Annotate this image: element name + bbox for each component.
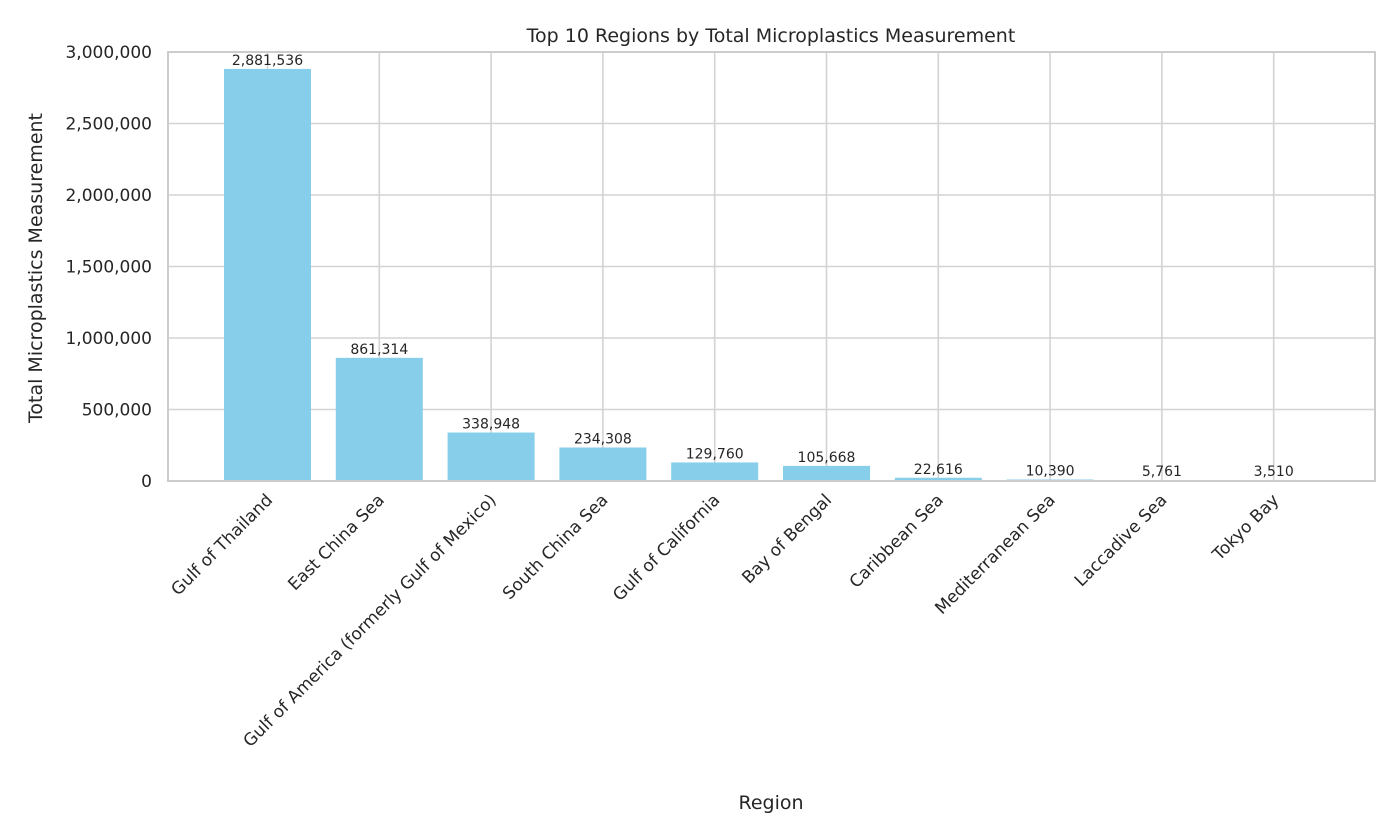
bar <box>224 68 311 481</box>
bar <box>894 477 982 481</box>
y-tick-label: 2,000,000 <box>65 186 152 206</box>
chart-title: Top 10 Regions by Total Microplastics Me… <box>526 25 1016 47</box>
bar <box>671 462 759 481</box>
data-label: 22,616 <box>914 462 963 478</box>
grid-lines <box>168 51 1375 482</box>
x-tick-label: Caribbean Sea <box>846 490 948 592</box>
plot-frame <box>167 51 1376 482</box>
x-tick-label: South China Sea <box>499 490 612 603</box>
data-label: 861,314 <box>350 342 408 358</box>
y-tick-label: 2,500,000 <box>65 115 152 135</box>
x-tick-label: Gulf of California <box>609 490 724 605</box>
bar <box>559 447 647 481</box>
data-label: 5,761 <box>1142 464 1182 480</box>
y-tick-label: 1,500,000 <box>65 258 152 278</box>
data-label: 10,390 <box>1026 464 1075 480</box>
bar <box>783 465 870 481</box>
x-tick-label: Gulf of America (formerly Gulf of Mexico… <box>240 490 501 751</box>
x-tick-label: East China Sea <box>284 490 388 594</box>
data-label: 105,668 <box>798 450 856 466</box>
y-tick-label: 0 <box>141 472 152 492</box>
x-tick-label: Bay of Bengal <box>738 490 836 588</box>
data-label: 2,881,536 <box>232 53 303 69</box>
y-tick-label: 500,000 <box>82 401 152 421</box>
data-label: 129,760 <box>686 446 744 462</box>
y-axis-label: Total Microplastics Measurement <box>25 113 47 424</box>
x-tick-label: Mediterranean Sea <box>931 490 1059 618</box>
bars <box>224 68 1318 481</box>
data-label: 3,510 <box>1254 464 1294 480</box>
data-labels: 2,881,536 861,314 338,948 234,308 129,760 105… <box>232 53 1294 480</box>
x-tick-label: Gulf of Thailand <box>168 490 278 600</box>
bar <box>335 357 423 481</box>
data-label: 338,948 <box>462 417 520 433</box>
y-tick-label: 3,000,000 <box>65 43 152 63</box>
x-axis-label: Region <box>738 792 803 814</box>
y-tick-labels: 0 500,000 1,000,000 1,500,000 2,000,000 2,500… <box>65 43 152 492</box>
x-tick-label: Tokyo Bay <box>1208 490 1283 565</box>
data-label: 234,308 <box>574 431 632 447</box>
y-tick-label: 1,000,000 <box>65 329 152 349</box>
bar <box>447 432 535 481</box>
x-tick-label: Laccadive Sea <box>1071 490 1171 590</box>
